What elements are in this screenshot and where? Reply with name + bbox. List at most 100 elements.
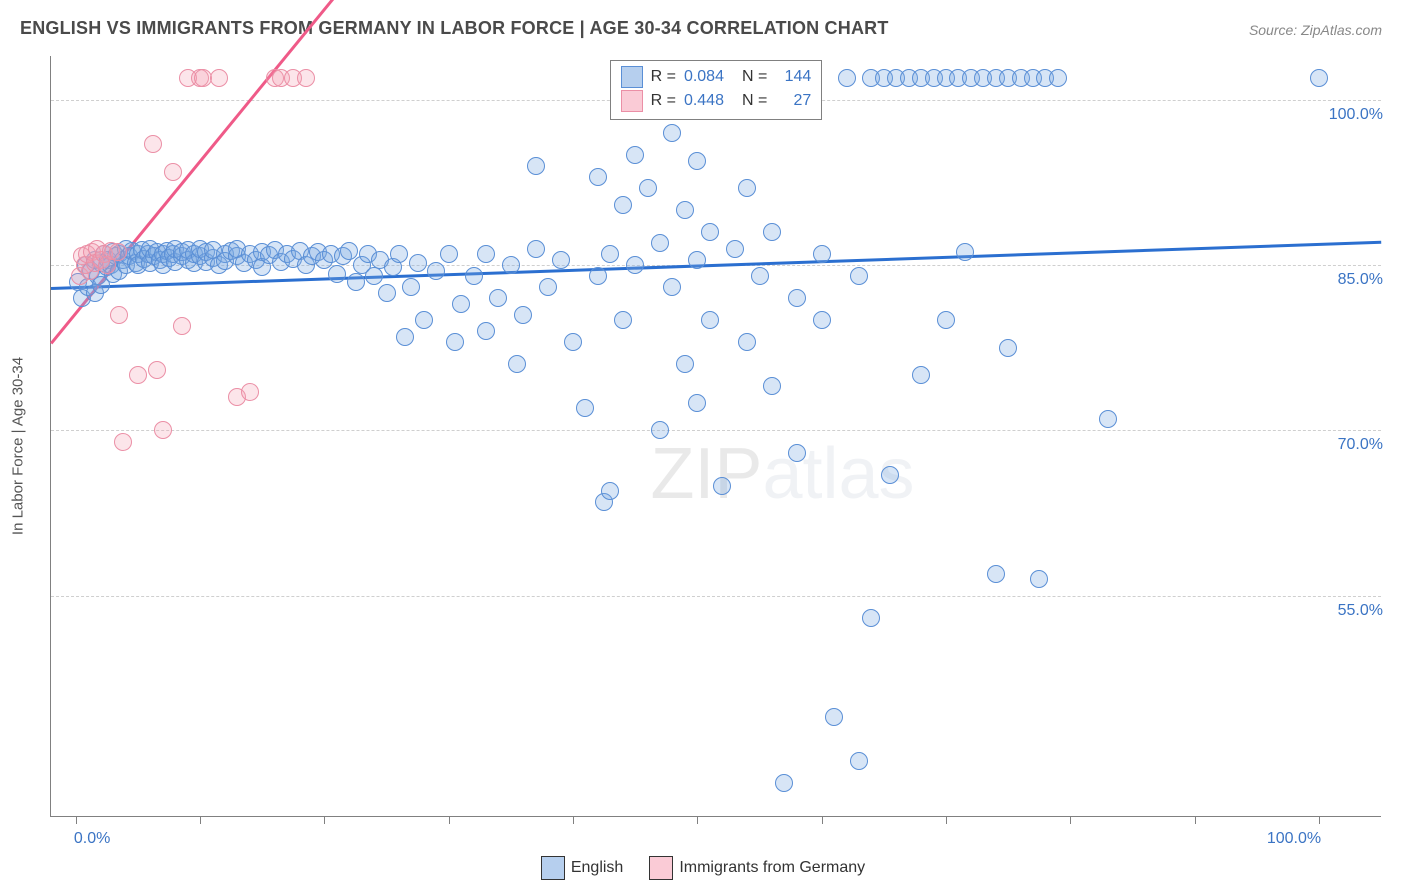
point-immigrants_germany: [173, 317, 191, 335]
x-tick-label: 100.0%: [1267, 830, 1321, 848]
point-english: [328, 265, 346, 283]
point-english: [347, 273, 365, 291]
x-tick: [76, 816, 77, 824]
point-english: [552, 251, 570, 269]
n-value: 144: [775, 65, 811, 89]
point-english: [1099, 410, 1117, 428]
stats-row: R = 0.084 N = 144: [621, 65, 812, 89]
point-english: [427, 262, 445, 280]
point-english: [415, 311, 433, 329]
n-label: N =: [742, 65, 767, 89]
point-english: [850, 752, 868, 770]
legend-item: English: [541, 856, 623, 880]
point-english: [738, 333, 756, 351]
point-english: [651, 234, 669, 252]
point-english: [1049, 69, 1067, 87]
point-english: [881, 466, 899, 484]
point-english: [639, 179, 657, 197]
point-english: [813, 245, 831, 263]
point-english: [452, 295, 470, 313]
point-english: [937, 311, 955, 329]
point-english: [626, 146, 644, 164]
point-english: [1310, 69, 1328, 87]
point-english: [838, 69, 856, 87]
stats-legend: R =0.084N =144R =0.448N =27: [610, 60, 823, 120]
point-english: [676, 355, 694, 373]
legend-swatch: [621, 90, 643, 112]
point-english: [576, 399, 594, 417]
point-english: [489, 289, 507, 307]
point-english: [508, 355, 526, 373]
legend-label: Immigrants from Germany: [679, 859, 865, 877]
point-english: [862, 609, 880, 627]
point-immigrants_germany: [154, 421, 172, 439]
y-tick-label: 55.0%: [1338, 602, 1383, 620]
point-english: [713, 477, 731, 495]
point-english: [763, 223, 781, 241]
point-english: [465, 267, 483, 285]
legend-label: English: [571, 859, 623, 877]
point-english: [775, 774, 793, 792]
point-english: [688, 394, 706, 412]
point-english: [396, 328, 414, 346]
point-english: [651, 421, 669, 439]
point-english: [763, 377, 781, 395]
y-axis-label: In Labor Force | Age 30-34: [10, 357, 27, 535]
point-english: [999, 339, 1017, 357]
point-english: [751, 267, 769, 285]
point-english: [365, 267, 383, 285]
point-immigrants_germany: [129, 366, 147, 384]
point-english: [663, 278, 681, 296]
point-english: [539, 278, 557, 296]
point-english: [987, 565, 1005, 583]
chart-source: Source: ZipAtlas.com: [1249, 22, 1382, 38]
point-english: [825, 708, 843, 726]
point-english: [788, 444, 806, 462]
point-english: [589, 168, 607, 186]
point-english: [402, 278, 420, 296]
r-label: R =: [651, 89, 676, 113]
point-english: [390, 245, 408, 263]
point-immigrants_germany: [114, 433, 132, 451]
point-immigrants_germany: [110, 306, 128, 324]
point-immigrants_germany: [210, 69, 228, 87]
x-tick: [449, 816, 450, 824]
point-english: [440, 245, 458, 263]
watermark-zip: ZIP: [650, 434, 762, 514]
x-tick: [573, 816, 574, 824]
point-english: [663, 124, 681, 142]
x-tick: [697, 816, 698, 824]
point-english: [701, 223, 719, 241]
point-english: [514, 306, 532, 324]
chart-title: ENGLISH VS IMMIGRANTS FROM GERMANY IN LA…: [20, 18, 889, 39]
x-tick: [324, 816, 325, 824]
point-english: [564, 333, 582, 351]
point-immigrants_germany: [241, 383, 259, 401]
point-english: [409, 254, 427, 272]
point-immigrants_germany: [144, 135, 162, 153]
point-immigrants_germany: [164, 163, 182, 181]
point-english: [688, 251, 706, 269]
x-tick: [946, 816, 947, 824]
bottom-legend: English Immigrants from Germany: [0, 856, 1406, 880]
point-english: [726, 240, 744, 258]
y-tick-label: 70.0%: [1338, 436, 1383, 454]
point-english: [378, 284, 396, 302]
r-value: 0.448: [684, 89, 734, 113]
r-value: 0.084: [684, 65, 734, 89]
stats-row: R =0.448N =27: [621, 89, 812, 113]
point-english: [813, 311, 831, 329]
legend-item: Immigrants from Germany: [649, 856, 865, 880]
r-label: R =: [651, 65, 676, 89]
plot-area: ZIPatlas 55.0%70.0%85.0%100.0%0.0%100.0%…: [50, 56, 1381, 817]
point-english: [477, 245, 495, 263]
point-english: [738, 179, 756, 197]
point-english: [502, 256, 520, 274]
x-tick: [1070, 816, 1071, 824]
x-tick: [200, 816, 201, 824]
point-english: [589, 267, 607, 285]
point-english: [614, 196, 632, 214]
point-english: [956, 243, 974, 261]
point-english: [527, 157, 545, 175]
gridline: [51, 596, 1381, 597]
